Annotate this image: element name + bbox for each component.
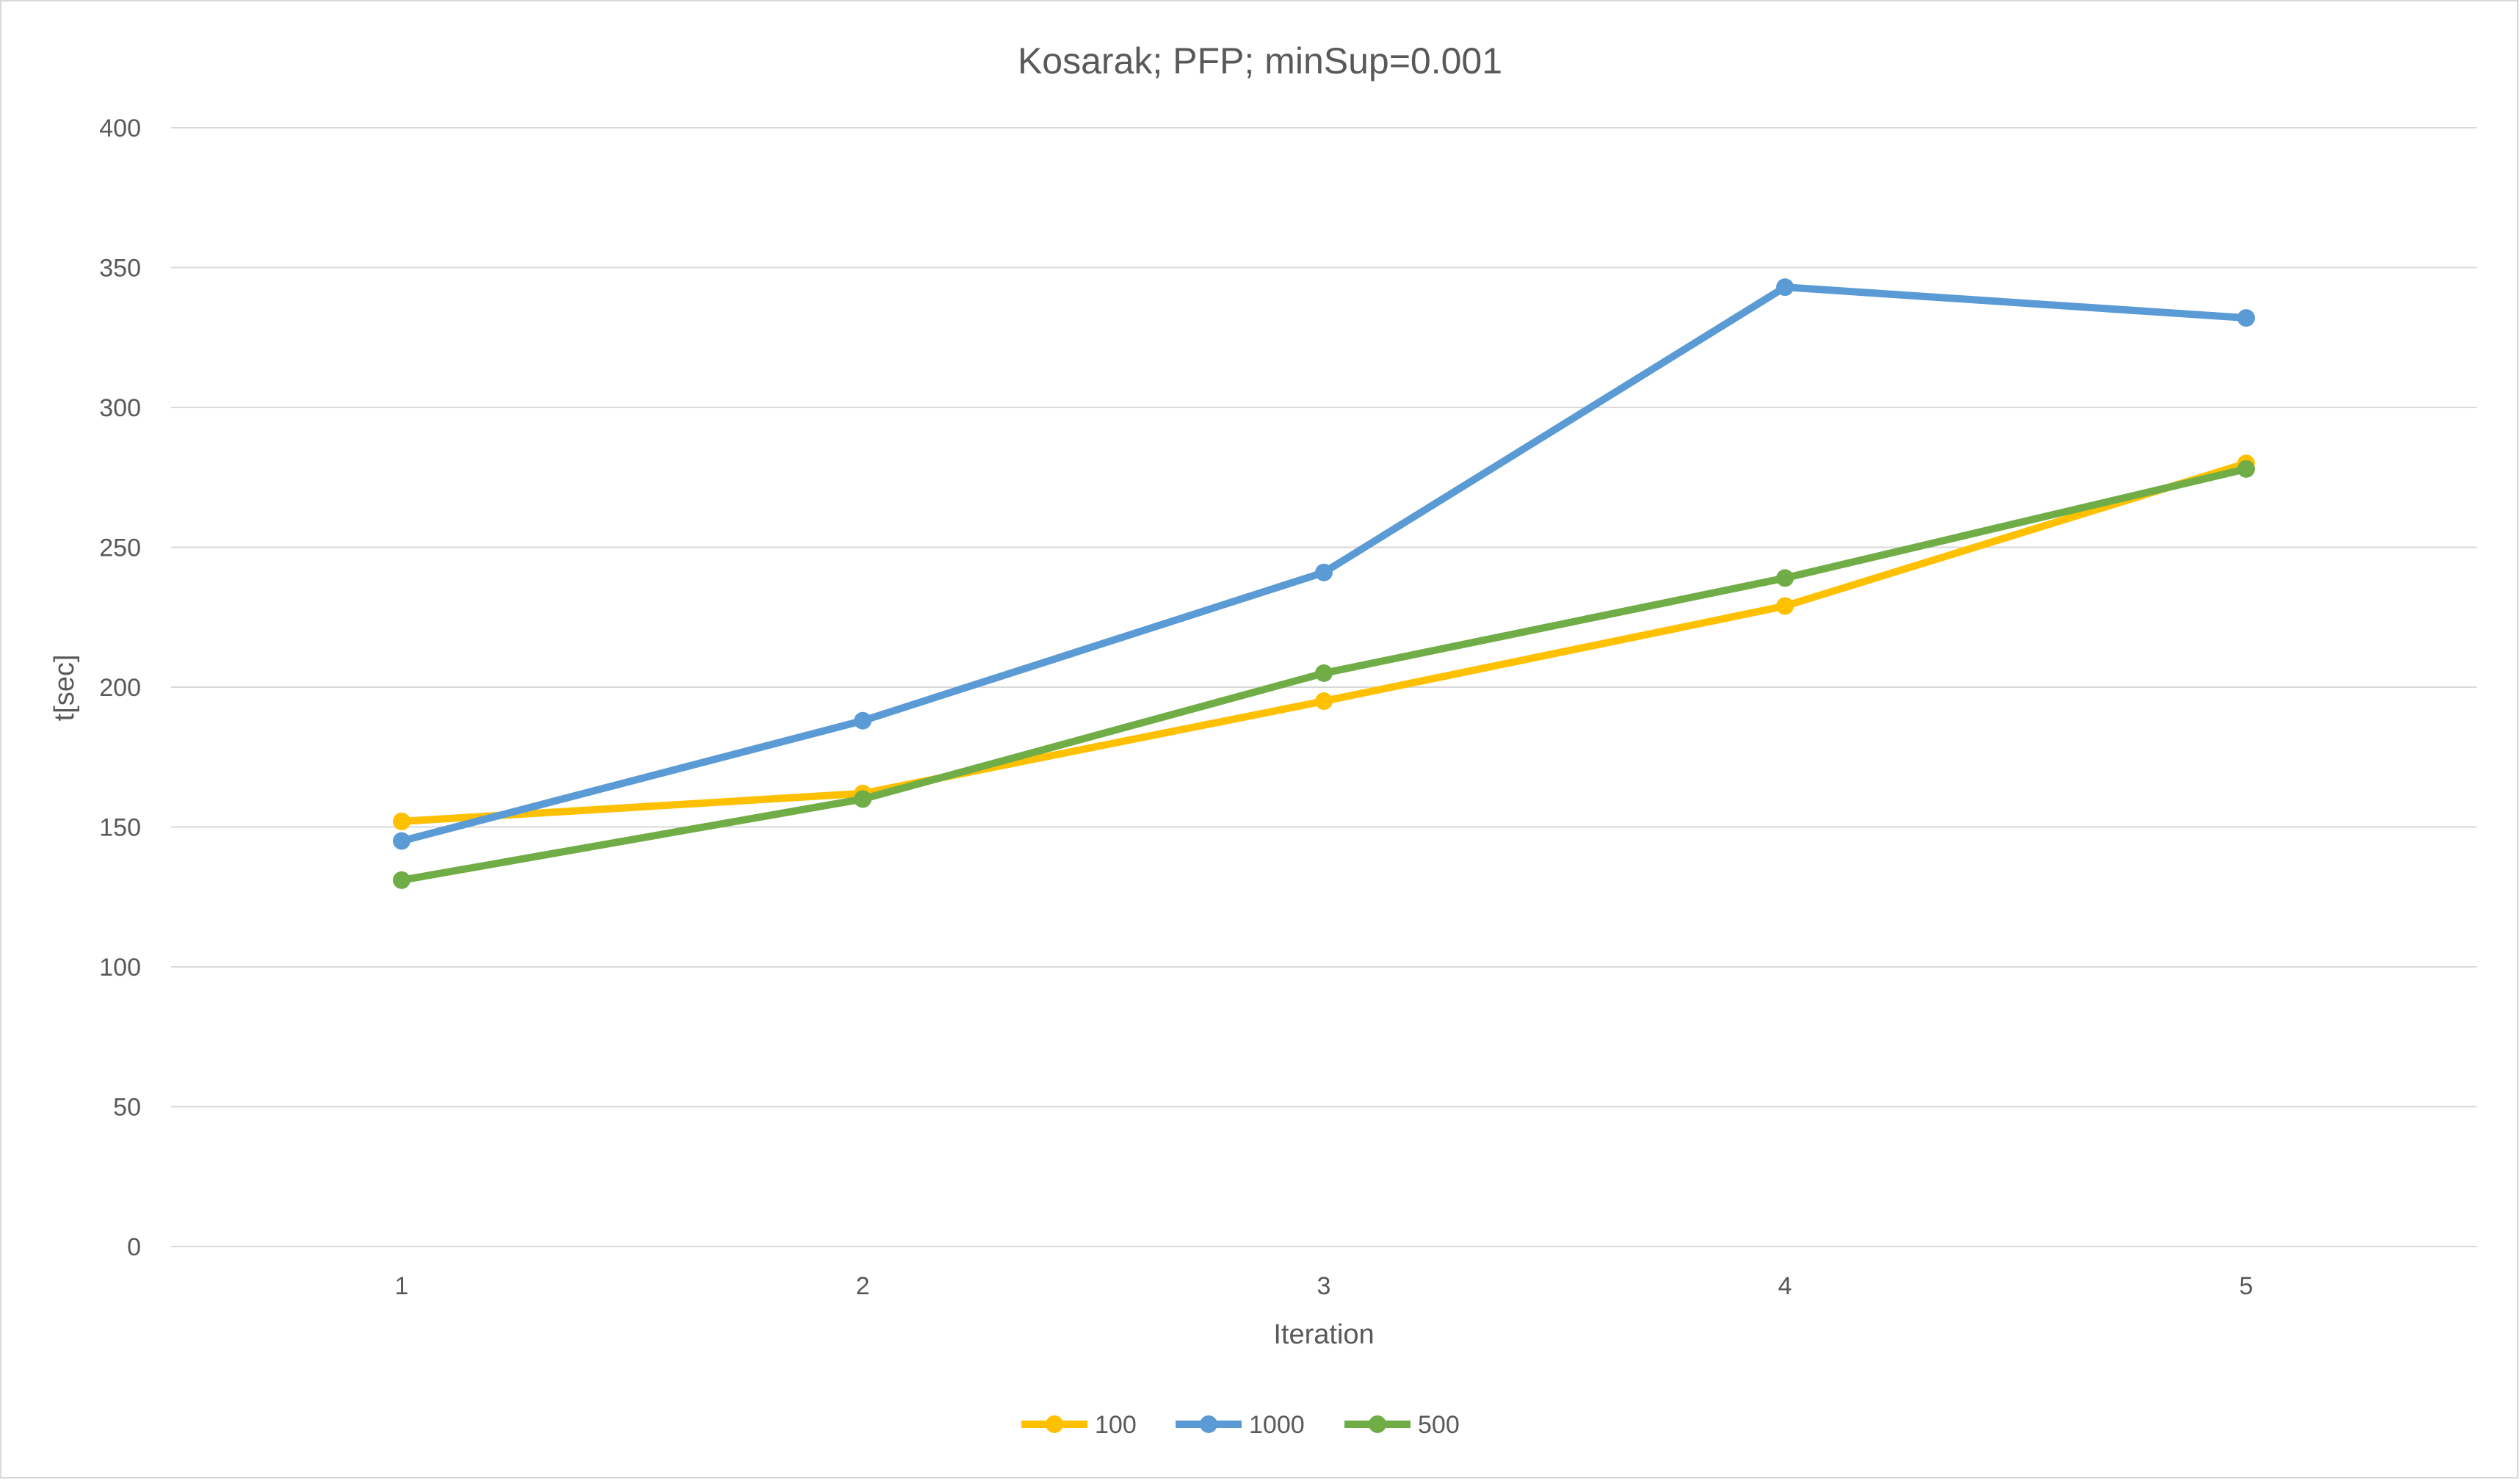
data-point (1315, 563, 1333, 581)
series-1000 (393, 278, 2255, 850)
y-tick-label: 350 (99, 255, 141, 283)
data-point (1776, 569, 1794, 587)
legend-label: 500 (1418, 1411, 1460, 1439)
x-tick-label: 5 (2240, 1272, 2253, 1300)
y-tick-label: 50 (113, 1094, 141, 1122)
data-point (1776, 278, 1794, 297)
data-point (393, 871, 410, 889)
legend: 100 1000 500 (1021, 1411, 1460, 1439)
data-point (1776, 597, 1794, 615)
legend-item-100: 100 (1021, 1411, 1137, 1439)
y-tick-label: 400 (99, 115, 141, 142)
x-tick-label: 2 (856, 1272, 870, 1300)
x-tick-label: 1 (395, 1272, 409, 1300)
gridlines (171, 127, 2477, 1247)
y-tick-label: 300 (99, 394, 141, 422)
legend-item-500: 500 (1344, 1411, 1460, 1439)
y-axis-ticks: 0 50 100 150 200 250 300 350 400 (99, 115, 141, 1261)
x-tick-label: 4 (1778, 1272, 1792, 1300)
data-point (2237, 460, 2255, 478)
data-point (2237, 309, 2255, 327)
chart-title: Kosarak; PFP; minSup=0.001 (1018, 40, 1502, 81)
y-tick-label: 0 (127, 1233, 141, 1261)
y-axis-label: t[sec] (49, 655, 80, 722)
legend-label: 1000 (1249, 1411, 1305, 1439)
legend-item-1000: 1000 (1176, 1411, 1305, 1439)
data-point (854, 711, 872, 730)
legend-swatch-marker (1200, 1415, 1217, 1433)
data-point (854, 790, 872, 808)
legend-swatch-marker (1046, 1415, 1063, 1433)
data-point (1315, 664, 1333, 682)
y-tick-label: 100 (99, 954, 141, 982)
data-point (393, 812, 410, 830)
x-axis-ticks: 1 2 3 4 5 (395, 1272, 2253, 1300)
series-500 (393, 460, 2255, 889)
legend-label: 100 (1095, 1411, 1137, 1439)
y-tick-label: 200 (99, 674, 141, 702)
y-tick-label: 250 (99, 534, 141, 562)
x-axis-label: Iteration (1273, 1319, 1374, 1350)
series-lines (393, 278, 2255, 889)
x-tick-label: 3 (1317, 1272, 1331, 1300)
data-point (1315, 692, 1333, 711)
legend-swatch-marker (1369, 1415, 1386, 1433)
y-tick-label: 150 (99, 814, 141, 842)
data-point (393, 832, 410, 850)
